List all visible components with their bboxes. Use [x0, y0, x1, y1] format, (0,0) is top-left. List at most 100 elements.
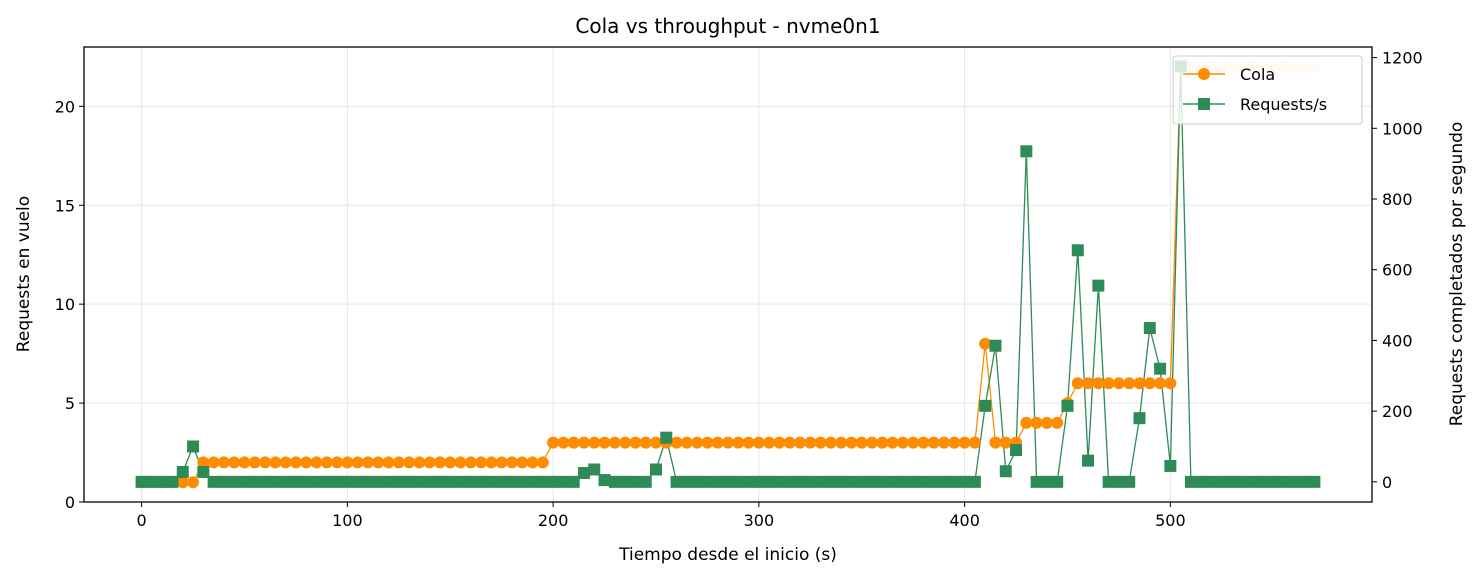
requests-point	[341, 475, 354, 488]
cola-point	[989, 436, 1002, 449]
requests-point	[649, 463, 662, 476]
cola-point	[999, 436, 1012, 449]
requests-point	[598, 474, 611, 487]
requests-point	[1092, 279, 1105, 292]
requests-point	[752, 475, 765, 488]
cola-point	[845, 436, 858, 449]
requests-point	[392, 475, 405, 488]
cola-point	[1164, 377, 1177, 390]
requests-point	[742, 475, 755, 488]
requests-point	[1123, 475, 1136, 488]
requests-point	[999, 465, 1012, 478]
right-y-tick-label: 800	[1382, 190, 1413, 209]
requests-point	[1184, 475, 1197, 488]
cola-point	[608, 436, 621, 449]
cola-point	[968, 436, 981, 449]
requests-point	[1298, 475, 1311, 488]
requests-point	[207, 475, 220, 488]
cola-point	[948, 436, 961, 449]
right-y-tick-label: 400	[1382, 331, 1413, 350]
cola-point	[433, 456, 446, 469]
cola-point	[361, 456, 374, 469]
cola-point	[763, 436, 776, 449]
cola-point	[855, 436, 868, 449]
x-tick-label: 100	[332, 511, 363, 530]
requests-point	[958, 475, 971, 488]
cola-point	[691, 436, 704, 449]
left-y-tick-label: 20	[55, 97, 75, 116]
requests-point	[187, 440, 200, 453]
cola-point	[1051, 416, 1064, 429]
cola-point	[1030, 416, 1043, 429]
requests-point	[1051, 475, 1064, 488]
requests-point	[505, 475, 518, 488]
requests-point	[475, 475, 488, 488]
cola-point	[1082, 377, 1095, 390]
right-y-axis-ticks: 0 200 400 600 800 1000 1200	[1372, 49, 1423, 492]
requests-point	[660, 431, 673, 444]
requests-point	[1195, 475, 1208, 488]
requests-point	[536, 475, 549, 488]
requests-point	[567, 475, 580, 488]
cola-point	[259, 456, 272, 469]
cola-point	[649, 436, 662, 449]
x-axis-ticks: 0 100 200 300 400 500	[137, 502, 1186, 530]
right-y-axis-label: Requests completados por segundo	[1447, 122, 1467, 427]
requests-point	[248, 475, 261, 488]
cola-point	[886, 436, 899, 449]
requests-point	[1287, 475, 1300, 488]
cola-point	[670, 436, 683, 449]
requests-point	[938, 475, 951, 488]
series-markers	[135, 60, 1321, 489]
cola-point	[505, 456, 518, 469]
cola-point	[752, 436, 765, 449]
x-tick-label: 0	[137, 511, 147, 530]
requests-point	[577, 467, 590, 480]
cola-point	[310, 456, 323, 469]
cola-point	[629, 436, 642, 449]
requests-point	[413, 475, 426, 488]
cola-point	[207, 456, 220, 469]
right-y-tick-label: 1000	[1382, 119, 1423, 138]
cola-point	[711, 436, 724, 449]
cola-point	[835, 436, 848, 449]
requests-point	[608, 475, 621, 488]
requests-point	[433, 475, 446, 488]
requests-point	[495, 475, 508, 488]
requests-point	[814, 475, 827, 488]
requests-point	[979, 399, 992, 412]
requests-point	[907, 475, 920, 488]
cola-point	[619, 436, 632, 449]
cola-point	[680, 436, 693, 449]
requests-point	[135, 475, 148, 488]
cola-point	[927, 436, 940, 449]
cola-point	[701, 436, 714, 449]
requests-point	[228, 475, 241, 488]
requests-point	[310, 475, 323, 488]
legend: Cola Requests/s	[1172, 55, 1363, 125]
requests-point	[1215, 475, 1228, 488]
requests-point	[886, 475, 899, 488]
requests-point	[1277, 475, 1290, 488]
cola-point	[495, 456, 508, 469]
x-tick-label: 200	[538, 511, 569, 530]
cola-point	[1020, 416, 1033, 429]
requests-point	[485, 475, 498, 488]
requests-point	[629, 475, 642, 488]
requests-point	[968, 475, 981, 488]
cola-point	[804, 436, 817, 449]
requests-point	[670, 475, 683, 488]
requests-point	[1267, 475, 1280, 488]
cola-point	[732, 436, 745, 449]
requests-point	[1071, 244, 1084, 257]
requests-point	[989, 339, 1002, 352]
cola-point	[454, 456, 467, 469]
requests-point	[145, 475, 158, 488]
right-y-tick-label: 600	[1382, 261, 1413, 280]
requests-point	[557, 475, 570, 488]
requests-point	[1112, 475, 1125, 488]
cola-point	[1143, 377, 1156, 390]
cola-point	[300, 456, 313, 469]
cola-point	[176, 476, 189, 489]
requests-point	[1030, 475, 1043, 488]
